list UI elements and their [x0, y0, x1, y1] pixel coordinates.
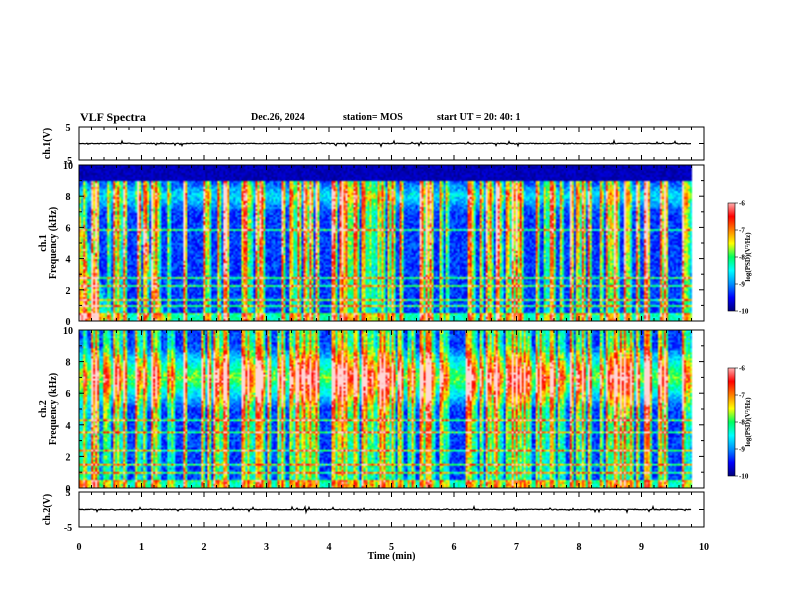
ch1-y-tick-label: 10 — [63, 161, 73, 172]
ch1-y-tick-label: 6 — [66, 223, 71, 234]
ch2-colorbar-label: log(PSD)(V²/Hz) — [744, 397, 752, 447]
time-tick-label: 9 — [639, 542, 644, 553]
ch1-y-tick-label: 8 — [66, 192, 71, 203]
time-tick-label: 3 — [264, 542, 269, 553]
ch2-y-tick-label: 10 — [63, 326, 73, 337]
time-axis-label: Time (min) — [368, 551, 416, 562]
ch1-y-tick-label: 0 — [66, 317, 71, 328]
date-label: Dec.26, 2024 — [251, 112, 305, 123]
ch1-colorbar-tick-label: -8 — [739, 254, 745, 262]
ch1-colorbar-tick-label: -7 — [739, 227, 745, 235]
ch2-colorbar-tick-label: -9 — [739, 446, 745, 454]
time-tick-label: 1 — [139, 542, 144, 553]
ch2-y-tick-label: 8 — [66, 358, 71, 369]
time-tick-label: 0 — [77, 542, 82, 553]
ch1-y-tick-label: 2 — [66, 286, 71, 297]
ch2-colorbar-tick-label: -6 — [739, 365, 745, 373]
ch1-colorbar-label: log(PSD)(V²/Hz) — [744, 232, 752, 282]
chart-title: VLF Spectra — [80, 110, 146, 124]
ch1-channel-label: ch.1 — [38, 234, 49, 252]
ch1-waveform-y-tick-label: -5 — [64, 156, 72, 167]
ch1-colorbar — [727, 202, 736, 312]
ch2-y-tick-label: 6 — [66, 389, 71, 400]
ch2-y-tick-label: 2 — [66, 452, 71, 463]
start-time-label: start UT = 20: 40: 1 — [437, 112, 521, 123]
ch2-y-tick-label: 0 — [66, 484, 71, 495]
time-tick-label: 6 — [452, 542, 457, 553]
ch2-waveform-ylabel: ch.2(V) — [42, 494, 53, 525]
time-tick-label: 4 — [327, 542, 332, 553]
ch1-spectrogram-image — [79, 165, 704, 321]
ch1-colorbar-tick-label: -9 — [739, 281, 745, 289]
station-label: station= MOS — [343, 112, 403, 123]
time-tick-label: 2 — [202, 542, 207, 553]
ch2-waveform-y-tick-label: -5 — [64, 523, 72, 534]
ch1-waveform-trace — [78, 138, 691, 148]
ch2-channel-label: ch.2 — [38, 400, 49, 418]
ch1-colorbar-tick-label: -6 — [739, 200, 745, 208]
ch2-waveform-y-tick-label: 5 — [66, 488, 71, 499]
time-tick-label: 5 — [389, 542, 394, 553]
ch1-frequency-axis-label: Frequency (kHz) — [48, 207, 59, 279]
ch2-colorbar-tick-label: -7 — [739, 392, 745, 400]
ch2-frequency-axis-label: Frequency (kHz) — [48, 373, 59, 445]
ch1-colorbar-tick-label: -10 — [739, 308, 749, 316]
time-tick-label: 8 — [577, 542, 582, 553]
ch2-waveform-trace — [78, 504, 692, 515]
ch1-waveform-ylabel: ch.1(V) — [42, 128, 53, 159]
ch2-colorbar-tick-label: -8 — [739, 419, 745, 427]
time-tick-label: 7 — [514, 542, 519, 553]
ch1-waveform-y-tick-label: 5 — [66, 123, 71, 134]
ch2-y-tick-label: 4 — [66, 421, 71, 432]
ch2-spectrogram-image — [79, 330, 704, 488]
ch2-colorbar — [727, 367, 736, 477]
time-tick-label: 10 — [699, 542, 709, 553]
ch2-colorbar-tick-label: -10 — [739, 473, 749, 481]
ch1-y-tick-label: 4 — [66, 255, 71, 266]
